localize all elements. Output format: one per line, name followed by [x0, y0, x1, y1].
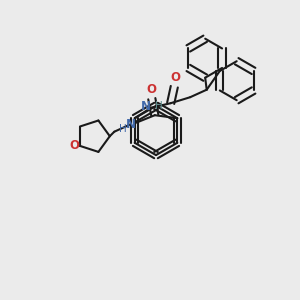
Text: H: H — [155, 101, 163, 111]
Text: O: O — [147, 83, 157, 96]
Text: O: O — [70, 140, 80, 152]
Text: N: N — [141, 100, 151, 113]
Text: N: N — [126, 118, 136, 131]
Text: O: O — [170, 71, 180, 84]
Text: H: H — [119, 124, 127, 134]
